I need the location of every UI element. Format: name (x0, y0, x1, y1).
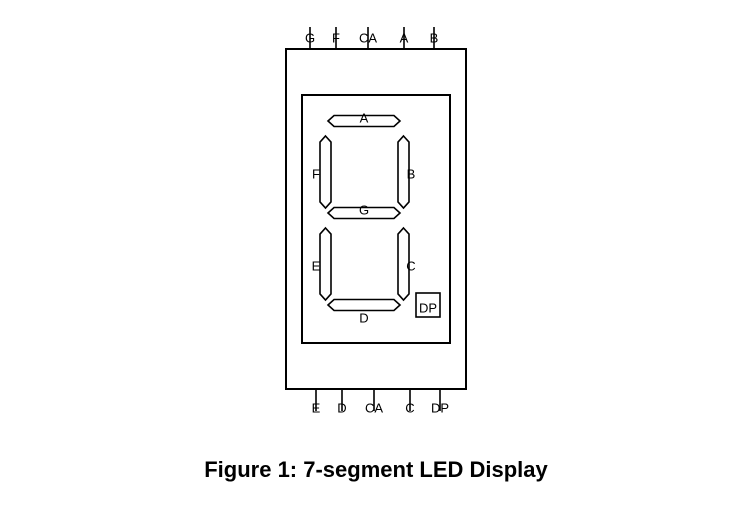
svg-text:C: C (405, 400, 414, 415)
svg-text:G: G (305, 30, 315, 45)
svg-text:G: G (359, 202, 369, 217)
seven-segment-diagram: G F CA A B E D CA C DP A G D F B E C DP (216, 23, 536, 443)
diagram-svg: G F CA A B E D CA C DP A G D F B E C DP (216, 23, 536, 443)
svg-text:C: C (406, 258, 415, 273)
svg-text:E: E (312, 258, 321, 273)
svg-text:CA: CA (359, 30, 377, 45)
svg-text:A: A (400, 30, 409, 45)
svg-text:F: F (312, 166, 320, 181)
svg-text:CA: CA (365, 400, 383, 415)
svg-text:E: E (312, 400, 321, 415)
svg-text:F: F (332, 30, 340, 45)
figure-caption: Figure 1: 7-segment LED Display (204, 457, 548, 483)
svg-text:B: B (407, 166, 416, 181)
svg-text:D: D (359, 310, 368, 325)
svg-text:B: B (430, 30, 439, 45)
svg-text:A: A (360, 110, 369, 125)
svg-text:DP: DP (431, 400, 449, 415)
svg-text:D: D (337, 400, 346, 415)
svg-text:DP: DP (419, 300, 437, 315)
